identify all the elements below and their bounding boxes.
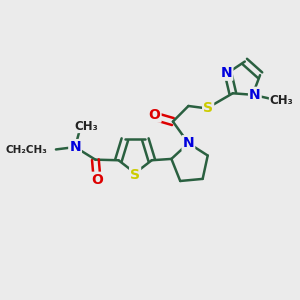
Text: CH₃: CH₃ [74, 119, 98, 133]
Text: CH₂CH₃: CH₂CH₃ [5, 145, 47, 155]
Text: N: N [183, 136, 194, 150]
Text: N: N [249, 88, 261, 102]
Text: S: S [130, 168, 140, 182]
Text: O: O [91, 173, 103, 187]
Text: O: O [148, 108, 160, 122]
Text: N: N [69, 140, 81, 154]
Text: CH₃: CH₃ [269, 94, 293, 107]
Text: S: S [203, 101, 213, 116]
Text: N: N [221, 66, 232, 80]
